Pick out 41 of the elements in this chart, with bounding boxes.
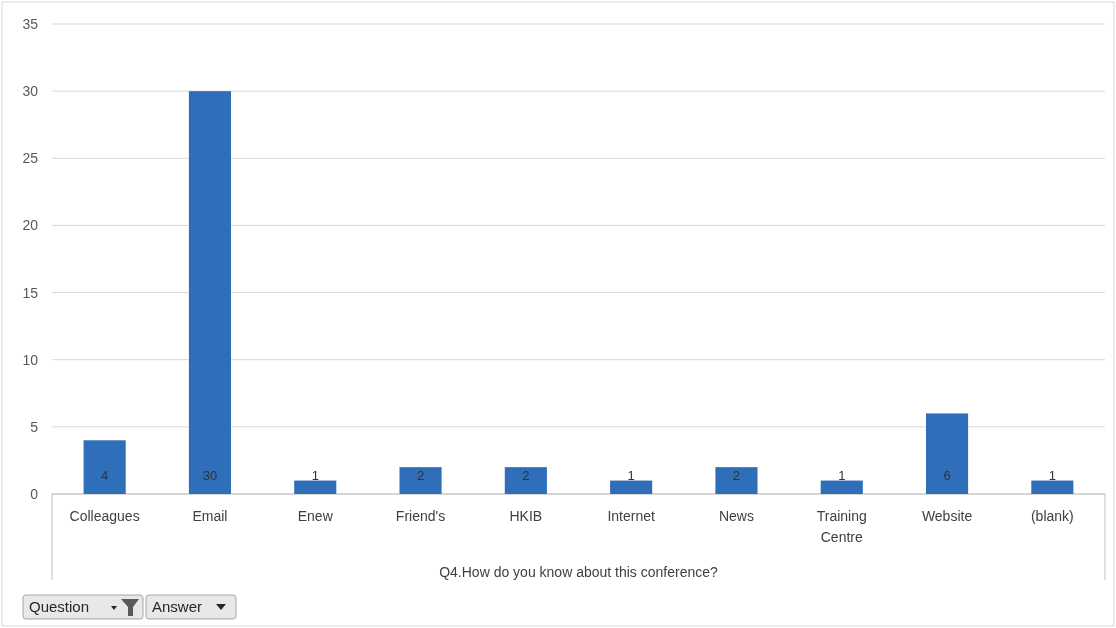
bar — [820, 480, 863, 494]
data-label: 1 — [838, 468, 846, 483]
y-tick-label: 35 — [22, 16, 39, 32]
x-tick-label: Enew — [297, 508, 334, 524]
x-tick-label: HKIB — [509, 508, 543, 524]
x-tick-label: Colleagues — [69, 508, 140, 524]
bar — [188, 91, 232, 494]
data-label: 1 — [311, 468, 319, 483]
bar — [294, 480, 337, 494]
x-tick-label: Training Centre — [816, 508, 867, 545]
bar — [610, 480, 653, 494]
bar — [1031, 480, 1074, 494]
bar — [925, 413, 969, 494]
data-label: 1 — [1048, 468, 1056, 483]
y-tick-label: 20 — [22, 217, 39, 234]
x-tick-label: Friend's — [395, 508, 446, 524]
bar — [504, 467, 547, 494]
data-label: 2 — [732, 468, 741, 483]
y-tick-label: 25 — [22, 150, 39, 167]
x-axis-title: Q4.How do you know about this conference? — [439, 564, 719, 580]
data-label: 1 — [627, 468, 635, 483]
y-tick-label: 5 — [30, 418, 39, 435]
x-tick-label: (blank) — [1030, 508, 1074, 524]
x-tick-label: Internet — [607, 508, 655, 524]
data-label: 6 — [943, 468, 951, 483]
data-label: 4 — [101, 468, 109, 483]
data-label: 2 — [416, 468, 425, 483]
data-label: 2 — [522, 468, 530, 483]
y-tick-label: 30 — [22, 83, 39, 100]
bar — [715, 467, 758, 494]
text: Answer — [152, 598, 203, 615]
x-tick-label: News — [718, 508, 754, 524]
bar — [399, 467, 442, 494]
y-tick-label: 10 — [22, 351, 39, 368]
bar — [83, 440, 126, 494]
x-tick-label: Email — [192, 508, 228, 524]
data-label: 30 — [202, 468, 218, 483]
y-tick-label: 0 — [30, 486, 39, 502]
y-tick-label: 15 — [22, 284, 39, 301]
x-tick-label: Website — [921, 508, 973, 524]
text: Question — [29, 598, 90, 615]
